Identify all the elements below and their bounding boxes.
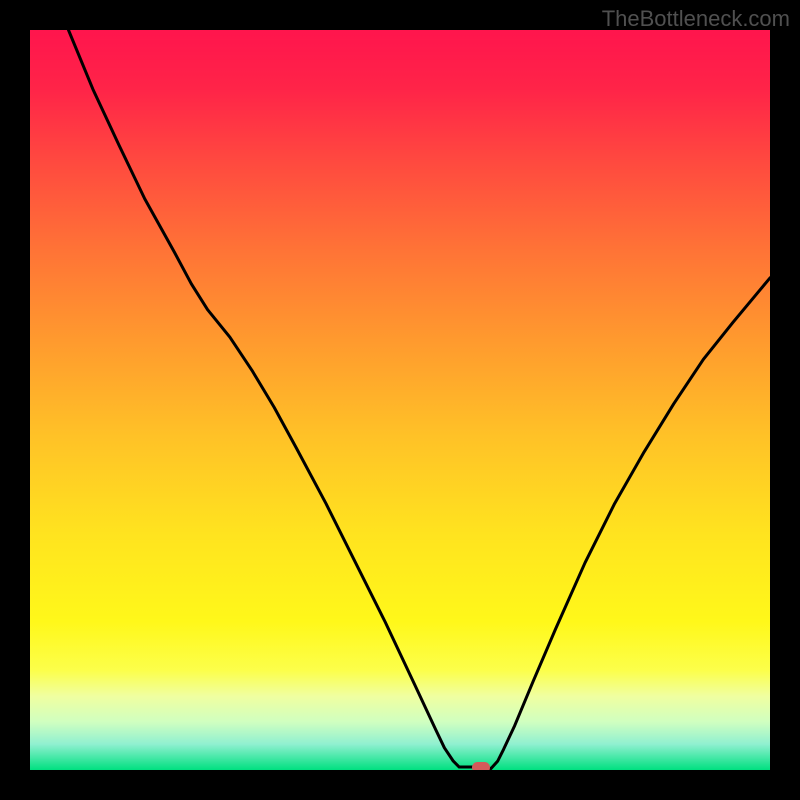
- plot-area: [30, 30, 770, 770]
- watermark-text: TheBottleneck.com: [602, 6, 790, 32]
- optimal-point-marker: [472, 762, 490, 770]
- bottleneck-curve: [30, 30, 770, 770]
- chart-container: TheBottleneck.com: [0, 0, 800, 800]
